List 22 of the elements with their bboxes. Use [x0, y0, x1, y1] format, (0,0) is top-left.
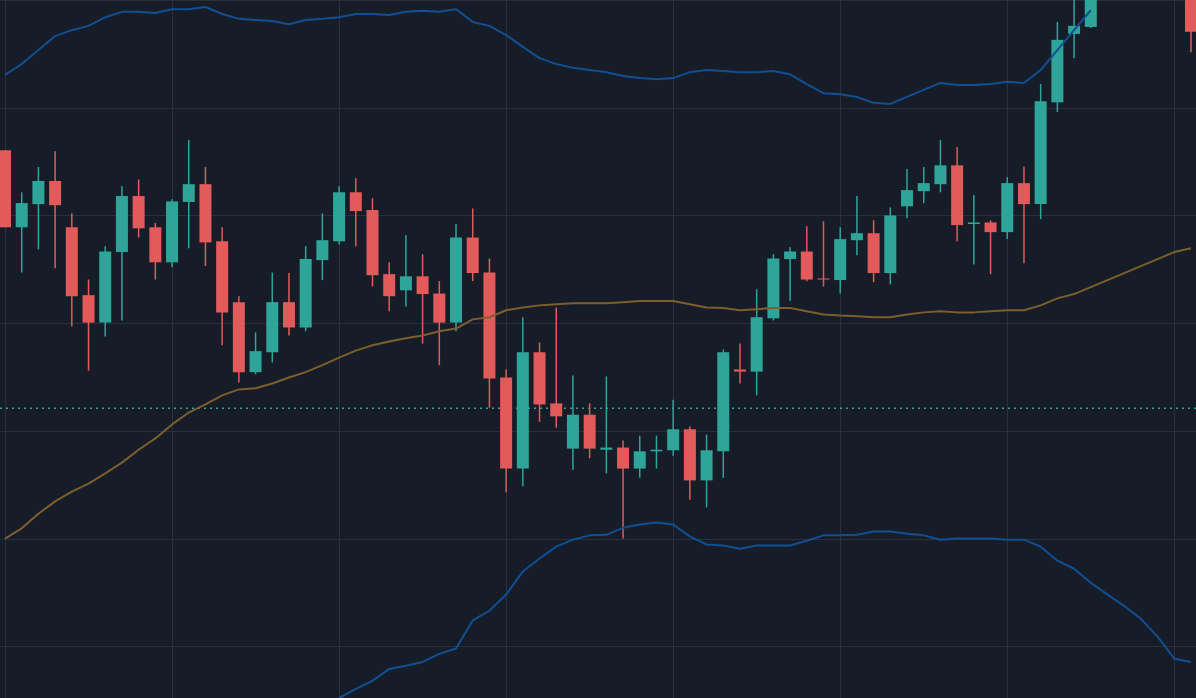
candlestick [784, 246, 797, 302]
candlestick [667, 398, 680, 457]
candlestick [32, 166, 45, 251]
candlestick [934, 139, 947, 194]
candlestick [617, 439, 630, 540]
candlestick [316, 212, 329, 281]
candlestick [984, 219, 997, 275]
candlestick [349, 177, 362, 247]
candlestick [249, 331, 262, 376]
candlestick [550, 306, 563, 429]
candlestick [633, 434, 646, 479]
candlestick [399, 234, 412, 308]
candlestick [416, 253, 429, 345]
candlestick [901, 168, 914, 219]
candlestick [383, 261, 396, 313]
candlestick [1017, 165, 1030, 265]
candlestick [733, 342, 746, 385]
candlestick [850, 195, 863, 257]
candlestick [917, 166, 930, 204]
candlestick [817, 220, 830, 288]
candlestick [967, 194, 980, 266]
candlestick [182, 139, 195, 250]
